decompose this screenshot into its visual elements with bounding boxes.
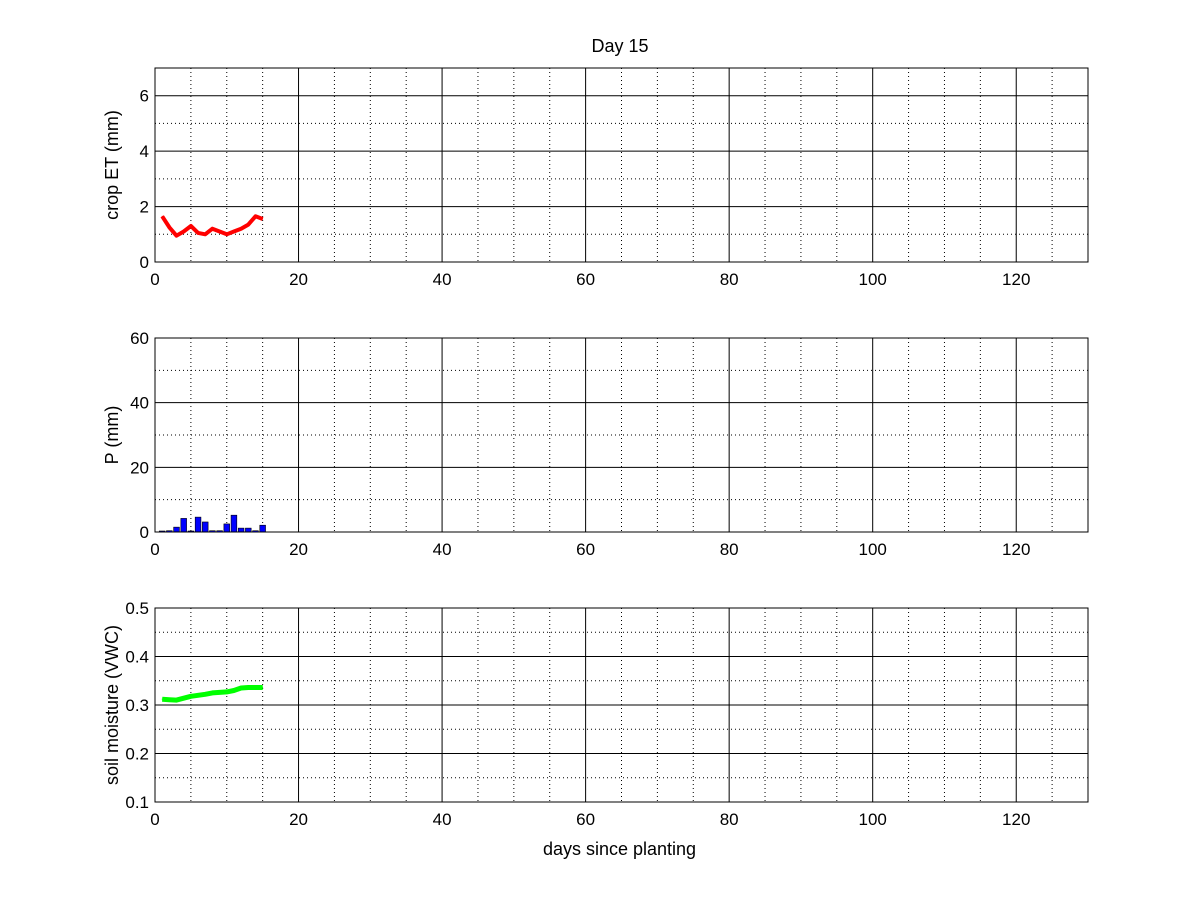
x-tick-label: 60 <box>576 810 595 829</box>
data-point <box>168 226 170 228</box>
x-tick-label: 80 <box>720 810 739 829</box>
y-tick-label: 40 <box>130 394 149 413</box>
x-tick-label: 20 <box>289 810 308 829</box>
y-tick-label: 60 <box>130 329 149 348</box>
bar <box>245 527 252 533</box>
data-point <box>240 687 242 689</box>
x-tick-label: 100 <box>859 810 887 829</box>
bar <box>202 521 209 533</box>
x-tick-label: 120 <box>1002 270 1030 289</box>
y-tick-label: 0.1 <box>125 793 149 812</box>
data-point <box>262 687 264 689</box>
data-point <box>197 232 199 234</box>
y-tick-label: 6 <box>140 87 149 106</box>
axes-box <box>154 337 1089 533</box>
bar <box>230 514 238 533</box>
x-tick-label: 100 <box>859 270 887 289</box>
x-tick-label: 40 <box>433 270 452 289</box>
data-point <box>168 699 170 701</box>
y-tick-label: 2 <box>140 198 149 217</box>
bar <box>180 518 187 533</box>
bar <box>194 516 202 533</box>
data-point <box>219 691 221 693</box>
x-tick-label: 80 <box>720 270 739 289</box>
data-point <box>204 693 206 695</box>
y-axis-label: soil moisture (VWC) <box>102 625 122 785</box>
y-tick-label: 0 <box>140 253 149 272</box>
x-tick-label: 120 <box>1002 810 1030 829</box>
data-point <box>197 694 199 696</box>
x-tick-label: 60 <box>576 540 595 559</box>
y-tick-label: 20 <box>130 458 149 477</box>
x-axis-label: days since planting <box>543 839 696 859</box>
data-point <box>211 228 213 230</box>
data-point <box>219 231 221 233</box>
bar <box>173 526 180 533</box>
subplot-1: 0 20 40 60 80 100 120 0 2 4 6 crop ET (mm) <box>102 67 1089 289</box>
x-tick-label: 40 <box>433 810 452 829</box>
data-point <box>254 687 256 689</box>
data-point <box>211 692 213 694</box>
data-point <box>247 224 249 226</box>
y-tick-label: 0 <box>140 523 149 542</box>
data-point <box>183 231 185 233</box>
x-tick-label: 100 <box>859 540 887 559</box>
y-tick-label: 0.3 <box>125 696 149 715</box>
x-tick-label: 60 <box>576 270 595 289</box>
y-tick-label: 4 <box>140 142 149 161</box>
data-point <box>240 228 242 230</box>
data-point <box>233 689 235 691</box>
y-tick-label: 0.5 <box>125 599 149 618</box>
axes-box <box>154 67 1089 263</box>
data-point <box>176 235 178 237</box>
x-tick-label: 0 <box>150 540 159 559</box>
x-tick-label: 120 <box>1002 540 1030 559</box>
data-point <box>226 233 228 235</box>
bar <box>259 524 266 533</box>
data-point <box>190 225 192 227</box>
y-axis-label: crop ET (mm) <box>102 110 122 220</box>
x-tick-label: 20 <box>289 540 308 559</box>
bar <box>223 523 230 533</box>
data-point <box>161 215 163 217</box>
bar <box>237 527 245 533</box>
y-tick-label: 0.2 <box>125 745 149 764</box>
x-tick-label: 0 <box>150 270 159 289</box>
data-point <box>204 233 206 235</box>
data-point <box>183 697 185 699</box>
data-point <box>190 695 192 697</box>
x-tick-label: 40 <box>433 540 452 559</box>
data-point <box>226 691 228 693</box>
data-point <box>176 699 178 701</box>
y-axis-label: P (mm) <box>102 406 122 465</box>
x-tick-label: 80 <box>720 540 739 559</box>
data-point <box>161 698 163 700</box>
data-point <box>247 687 249 689</box>
y-tick-label: 0.4 <box>125 648 149 667</box>
data-point <box>262 218 264 220</box>
x-tick-label: 0 <box>150 810 159 829</box>
x-tick-label: 20 <box>289 270 308 289</box>
data-point <box>254 215 256 217</box>
subplot-2: 0 20 40 60 80 100 120 0 20 40 60 P (mm) <box>102 329 1089 559</box>
figure-title: Day 15 <box>591 36 648 56</box>
data-point <box>233 231 235 233</box>
axes-box <box>154 607 1089 803</box>
